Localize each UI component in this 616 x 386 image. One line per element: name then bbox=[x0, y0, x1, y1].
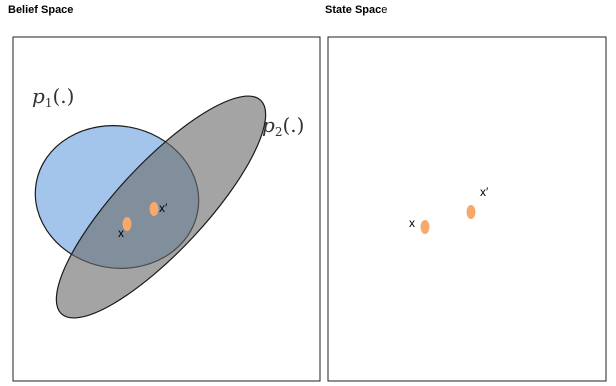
distribution-p2-label: p2(.) bbox=[262, 113, 304, 139]
distribution-p1-label: p1(.) bbox=[32, 84, 74, 110]
belief-space-title: Belief Space bbox=[8, 4, 74, 16]
state-point-x-label: x bbox=[409, 216, 415, 230]
belief-point-x-prime-label: x′ bbox=[159, 201, 168, 215]
state-point-x bbox=[420, 220, 430, 234]
belief-point-x-label: x bbox=[118, 226, 124, 240]
state-point-x-prime-label: x′ bbox=[480, 185, 489, 199]
belief-point-x bbox=[122, 217, 132, 231]
belief-point-x-prime bbox=[149, 202, 159, 216]
state-space-title-tail: e bbox=[381, 4, 388, 16]
state-space-title: State Space bbox=[325, 4, 387, 16]
distribution-p2-ellipse bbox=[55, 95, 267, 319]
state-point-x-prime bbox=[466, 205, 476, 219]
state-space-title-main: State Spac bbox=[325, 4, 382, 16]
